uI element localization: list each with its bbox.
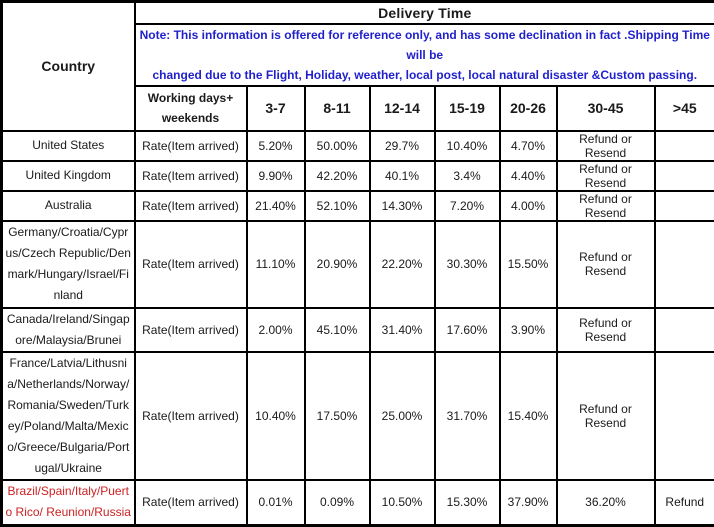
table-row: Brazil/Spain/Italy/Puerto Rico/ Reunion/… [2,480,714,526]
value-cell: 0.09% [305,480,370,526]
value-cell: 36.20% [557,480,655,526]
value-cell [655,221,714,308]
column-header-30-45: 30-45 [557,86,655,131]
country-cell: Australia [2,191,135,221]
value-cell: 7.20% [435,191,500,221]
value-cell: 42.20% [305,161,370,191]
value-cell: 2.00% [247,308,305,352]
value-cell: 30.30% [435,221,500,308]
value-cell: 50.00% [305,131,370,161]
value-cell: 20.90% [305,221,370,308]
rate-label-cell: Rate(Item arrived) [135,131,247,161]
value-cell: Refund or Resend [557,161,655,191]
value-cell [655,352,714,480]
column-header-3-7: 3-7 [247,86,305,131]
value-cell: 52.10% [305,191,370,221]
rate-label-cell: Rate(Item arrived) [135,161,247,191]
value-cell: 5.20% [247,131,305,161]
column-header-20-26: 20-26 [500,86,557,131]
column-header-15-19: 15-19 [435,86,500,131]
table-row: Canada/Ireland/Singapore/Malaysia/Brunei… [2,308,714,352]
value-cell: Refund or Resend [557,308,655,352]
value-cell: 10.50% [370,480,435,526]
column-header-8-11: 8-11 [305,86,370,131]
column-header-gt-45: >45 [655,86,714,131]
value-cell: 9.90% [247,161,305,191]
value-cell: 15.30% [435,480,500,526]
country-column-header: Country [2,2,135,131]
value-cell: Refund or Resend [557,221,655,308]
column-header-working-days: Working days+ weekends [135,86,247,131]
value-cell: 4.70% [500,131,557,161]
rate-label-cell: Rate(Item arrived) [135,480,247,526]
column-header-12-14: 12-14 [370,86,435,131]
value-cell: 45.10% [305,308,370,352]
rate-label-cell: Rate(Item arrived) [135,352,247,480]
table-row: United States Rate(Item arrived) 5.20% 5… [2,131,714,161]
rate-label-cell: Rate(Item arrived) [135,221,247,308]
value-cell: Refund or Resend [557,191,655,221]
value-cell [655,308,714,352]
country-cell-highlighted: Brazil/Spain/Italy/Puerto Rico/ Reunion/… [2,480,135,526]
country-cell: Germany/Croatia/Cyprus/Czech Republic/De… [2,221,135,308]
value-cell: 31.40% [370,308,435,352]
rate-label-cell: Rate(Item arrived) [135,191,247,221]
value-cell: Refund or Resend [557,352,655,480]
value-cell: 10.40% [435,131,500,161]
value-cell: 0.01% [247,480,305,526]
table-title: Delivery Time [135,2,714,24]
value-cell: 11.10% [247,221,305,308]
country-cell: France/Latvia/Lithusnia/Netherlands/Norw… [2,352,135,480]
country-cell: Canada/Ireland/Singapore/Malaysia/Brunei [2,308,135,352]
value-cell: 14.30% [370,191,435,221]
value-cell: 21.40% [247,191,305,221]
value-cell: 4.00% [500,191,557,221]
table-row: United Kingdom Rate(Item arrived) 9.90% … [2,161,714,191]
value-cell: 3.4% [435,161,500,191]
value-cell: 10.40% [247,352,305,480]
value-cell: Refund [655,480,714,526]
value-cell: 37.90% [500,480,557,526]
table-row: Germany/Croatia/Cyprus/Czech Republic/De… [2,221,714,308]
value-cell: 25.00% [370,352,435,480]
value-cell: 4.40% [500,161,557,191]
country-cell: United Kingdom [2,161,135,191]
rate-label-cell: Rate(Item arrived) [135,308,247,352]
value-cell: 22.20% [370,221,435,308]
value-cell: 29.7% [370,131,435,161]
value-cell: 40.1% [370,161,435,191]
value-cell: 3.90% [500,308,557,352]
country-cell: United States [2,131,135,161]
value-cell [655,131,714,161]
value-cell: 17.60% [435,308,500,352]
value-cell: 17.50% [305,352,370,480]
table-row: France/Latvia/Lithusnia/Netherlands/Norw… [2,352,714,480]
value-cell [655,161,714,191]
value-cell: 31.70% [435,352,500,480]
value-cell: 15.40% [500,352,557,480]
value-cell: 15.50% [500,221,557,308]
table-row: Australia Rate(Item arrived) 21.40% 52.1… [2,191,714,221]
value-cell: Refund or Resend [557,131,655,161]
value-cell [655,191,714,221]
note-text: Note: This information is offered for re… [135,24,714,86]
